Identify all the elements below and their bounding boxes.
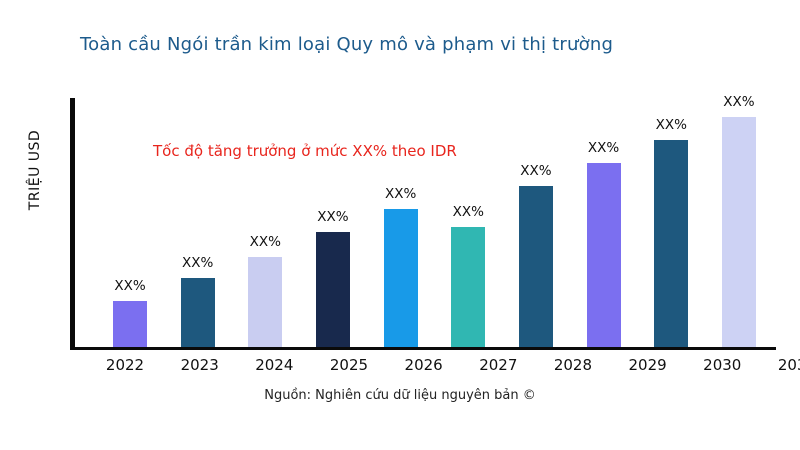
bar-group-2030: XX% [654,117,689,347]
bar-value-label: XX% [452,204,484,220]
bar-group-2029: XX% [586,140,621,347]
bar-group-2024: XX% [248,234,283,347]
y-axis-label: TRIỆU USD [27,129,43,211]
plot-area: Tốc độ tăng trưởng ở mức XX% theo IDR XX… [70,94,776,350]
x-tick-2029: 2029 [628,356,667,374]
bar-group-2027: XX% [451,204,486,347]
bar-value-label: XX% [655,117,687,133]
bar-group-2022: XX% [113,278,147,347]
bar-2030 [654,140,689,347]
bars-container: XX% XX% XX% XX% XX% XX% XX% XX% XX% XX% [75,94,776,347]
x-axis-ticks: 2022 2023 2024 2025 2026 2027 2028 2029 2030 2031 [70,356,800,374]
x-tick-2031: 2031 [777,356,800,374]
bar-value-label: XX% [520,163,552,179]
bar-group-2026: XX% [383,186,418,347]
bar-group-2025: XX% [315,209,350,347]
chart-title: Toàn cầu Ngói trần kim loại Quy mô và ph… [80,34,614,55]
bar-value-label: XX% [181,255,214,271]
bar-value-label: XX% [384,186,417,202]
bar-value-label: XX% [249,234,281,250]
source-note: Nguồn: Nghiên cứu dữ liệu nguyên bản © [264,388,536,403]
bar-group-2023: XX% [180,255,215,347]
bar-2026 [383,209,418,347]
x-tick-2030: 2030 [703,356,742,374]
x-tick-2022: 2022 [105,356,145,374]
bar-2031 [721,117,756,347]
x-tick-2025: 2025 [329,356,369,374]
bar-2028 [518,186,553,347]
x-tick-2028: 2028 [553,356,593,374]
bar-2022 [113,301,147,347]
bar-value-label: XX% [114,278,146,294]
x-tick-2024: 2024 [255,356,294,374]
bar-2027 [451,227,486,347]
bar-value-label: XX% [587,140,620,156]
bar-value-label: XX% [317,209,349,225]
bar-value-label: XX% [723,94,755,110]
x-tick-2027: 2027 [479,356,518,374]
x-tick-2023: 2023 [180,356,219,374]
x-tick-2026: 2026 [404,356,443,374]
bar-2023 [180,278,215,347]
bar-2029 [586,163,621,347]
bar-group-2031: XX% [721,94,756,347]
bar-2025 [315,232,350,347]
growth-annotation: Tốc độ tăng trưởng ở mức XX% theo IDR [153,142,457,160]
bar-group-2028: XX% [518,163,553,347]
bar-2024 [248,257,283,347]
